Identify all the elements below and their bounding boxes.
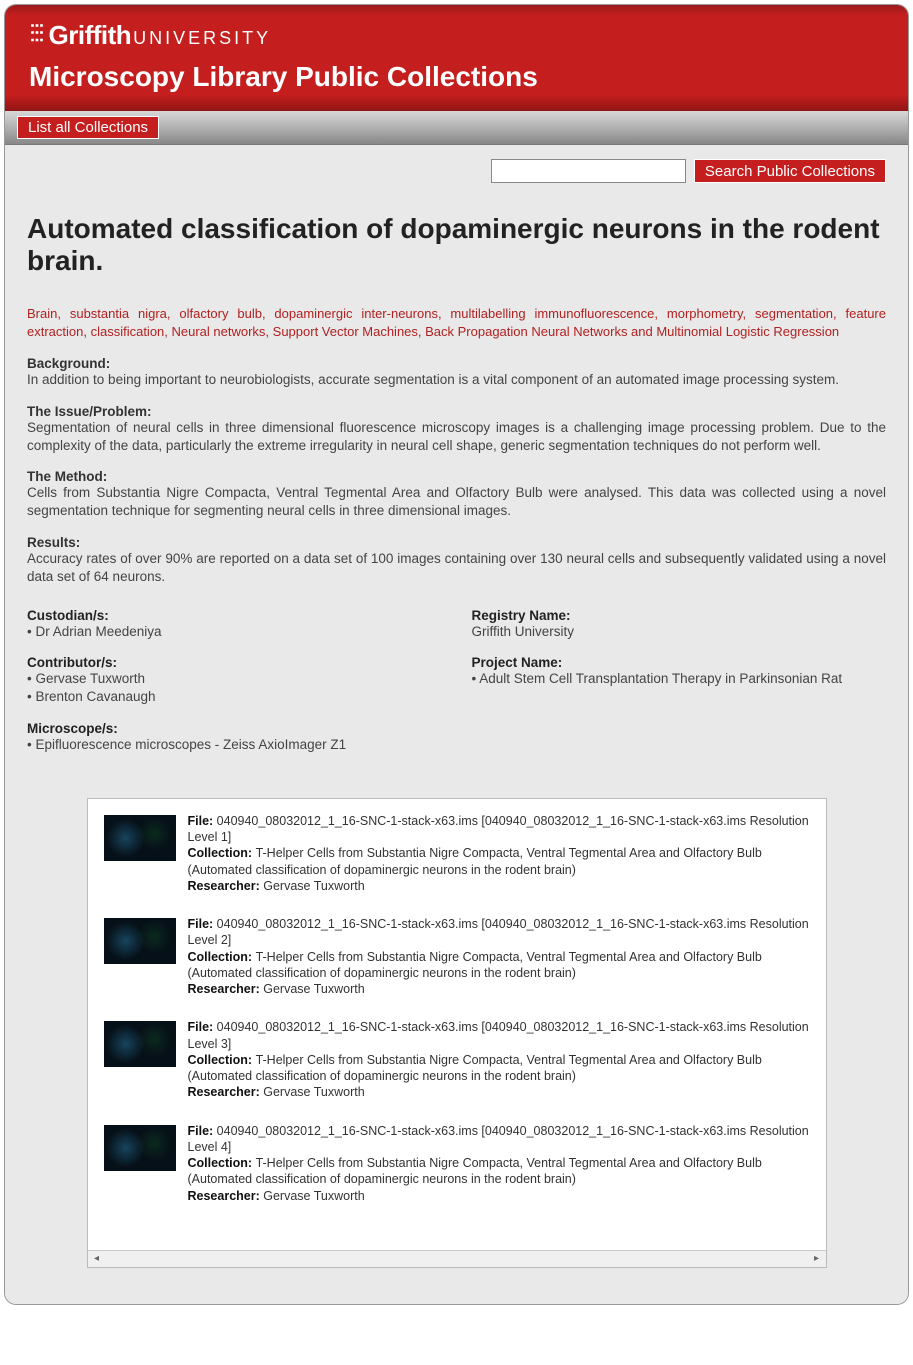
- custodian-value: • Dr Adrian Meedeniya: [27, 623, 442, 641]
- custodian-label: Custodian/s:: [27, 608, 442, 623]
- meta-left: Custodian/s: • Dr Adrian Meedeniya Contr…: [27, 608, 442, 768]
- project-1: • Adult Stem Cell Transplantation Therap…: [472, 670, 887, 688]
- keywords: Brain, substantia nigra, olfactory bulb,…: [27, 305, 886, 340]
- section-background: Background: In addition to being importa…: [27, 356, 886, 389]
- search-input[interactable]: [491, 159, 686, 183]
- file-scroll[interactable]: File: 040940_08032012_1_16-SNC-1-stack-x…: [88, 799, 826, 1250]
- file-thumbnail[interactable]: [104, 815, 176, 861]
- file-panel: File: 040940_08032012_1_16-SNC-1-stack-x…: [87, 798, 827, 1268]
- horizontal-scrollbar[interactable]: ◂ ▸: [88, 1250, 826, 1267]
- section-results: Results: Accuracy rates of over 90% are …: [27, 535, 886, 586]
- contributor-2: • Brenton Cavanaugh: [27, 688, 442, 706]
- content: Search Public Collections Automated clas…: [5, 145, 908, 1304]
- microscope-label: Microscope/s:: [27, 721, 442, 736]
- method-text: Cells from Substantia Nigre Compacta, Ve…: [27, 484, 886, 520]
- logo-griffith: GriffithUNIVERSITY: [49, 20, 272, 51]
- search-row: Search Public Collections: [27, 159, 886, 183]
- file-panel-wrap: File: 040940_08032012_1_16-SNC-1-stack-x…: [27, 798, 886, 1268]
- site-title: Microscopy Library Public Collections: [29, 61, 884, 93]
- page-title: Automated classification of dopaminergic…: [27, 213, 886, 277]
- meta-grid: Custodian/s: • Dr Adrian Meedeniya Contr…: [27, 608, 886, 768]
- navbar: List all Collections: [5, 111, 908, 145]
- issue-text: Segmentation of neural cells in three di…: [27, 419, 886, 455]
- file-item[interactable]: File: 040940_08032012_1_16-SNC-1-stack-x…: [104, 916, 810, 997]
- contributor-1: • Gervase Tuxworth: [27, 670, 442, 688]
- results-label: Results:: [27, 535, 886, 550]
- list-collections-button[interactable]: List all Collections: [17, 116, 159, 139]
- logo-mark-icon: ⫶⫶⫶: [29, 19, 43, 51]
- file-item[interactable]: File: 040940_08032012_1_16-SNC-1-stack-x…: [104, 1019, 810, 1100]
- page-container: ⫶⫶⫶ GriffithUNIVERSITY Microscopy Librar…: [4, 4, 909, 1305]
- registry-value: Griffith University: [472, 623, 887, 641]
- background-text: In addition to being important to neurob…: [27, 371, 886, 389]
- file-thumbnail[interactable]: [104, 1125, 176, 1171]
- section-issue: The Issue/Problem: Segmentation of neura…: [27, 404, 886, 455]
- microscope-1: • Epifluorescence microscopes - Zeiss Ax…: [27, 736, 442, 754]
- project-label: Project Name:: [472, 655, 887, 670]
- file-meta: File: 040940_08032012_1_16-SNC-1-stack-x…: [188, 1019, 810, 1100]
- issue-label: The Issue/Problem:: [27, 404, 886, 419]
- file-item[interactable]: File: 040940_08032012_1_16-SNC-1-stack-x…: [104, 1123, 810, 1204]
- file-thumbnail[interactable]: [104, 1021, 176, 1067]
- file-meta: File: 040940_08032012_1_16-SNC-1-stack-x…: [188, 916, 810, 997]
- file-meta: File: 040940_08032012_1_16-SNC-1-stack-x…: [188, 813, 810, 894]
- meta-right: Registry Name: Griffith University Proje…: [472, 608, 887, 768]
- file-item[interactable]: File: 040940_08032012_1_16-SNC-1-stack-x…: [104, 813, 810, 894]
- registry-label: Registry Name:: [472, 608, 887, 623]
- background-label: Background:: [27, 356, 886, 371]
- section-method: The Method: Cells from Substantia Nigre …: [27, 469, 886, 520]
- method-label: The Method:: [27, 469, 886, 484]
- header: ⫶⫶⫶ GriffithUNIVERSITY Microscopy Librar…: [5, 5, 908, 111]
- results-text: Accuracy rates of over 90% are reported …: [27, 550, 886, 586]
- logo: ⫶⫶⫶ GriffithUNIVERSITY: [29, 19, 884, 51]
- file-thumbnail[interactable]: [104, 918, 176, 964]
- file-meta: File: 040940_08032012_1_16-SNC-1-stack-x…: [188, 1123, 810, 1204]
- search-button[interactable]: Search Public Collections: [694, 159, 886, 183]
- scroll-left-icon[interactable]: ◂: [90, 1253, 104, 1264]
- scroll-right-icon[interactable]: ▸: [810, 1253, 824, 1264]
- contributor-label: Contributor/s:: [27, 655, 442, 670]
